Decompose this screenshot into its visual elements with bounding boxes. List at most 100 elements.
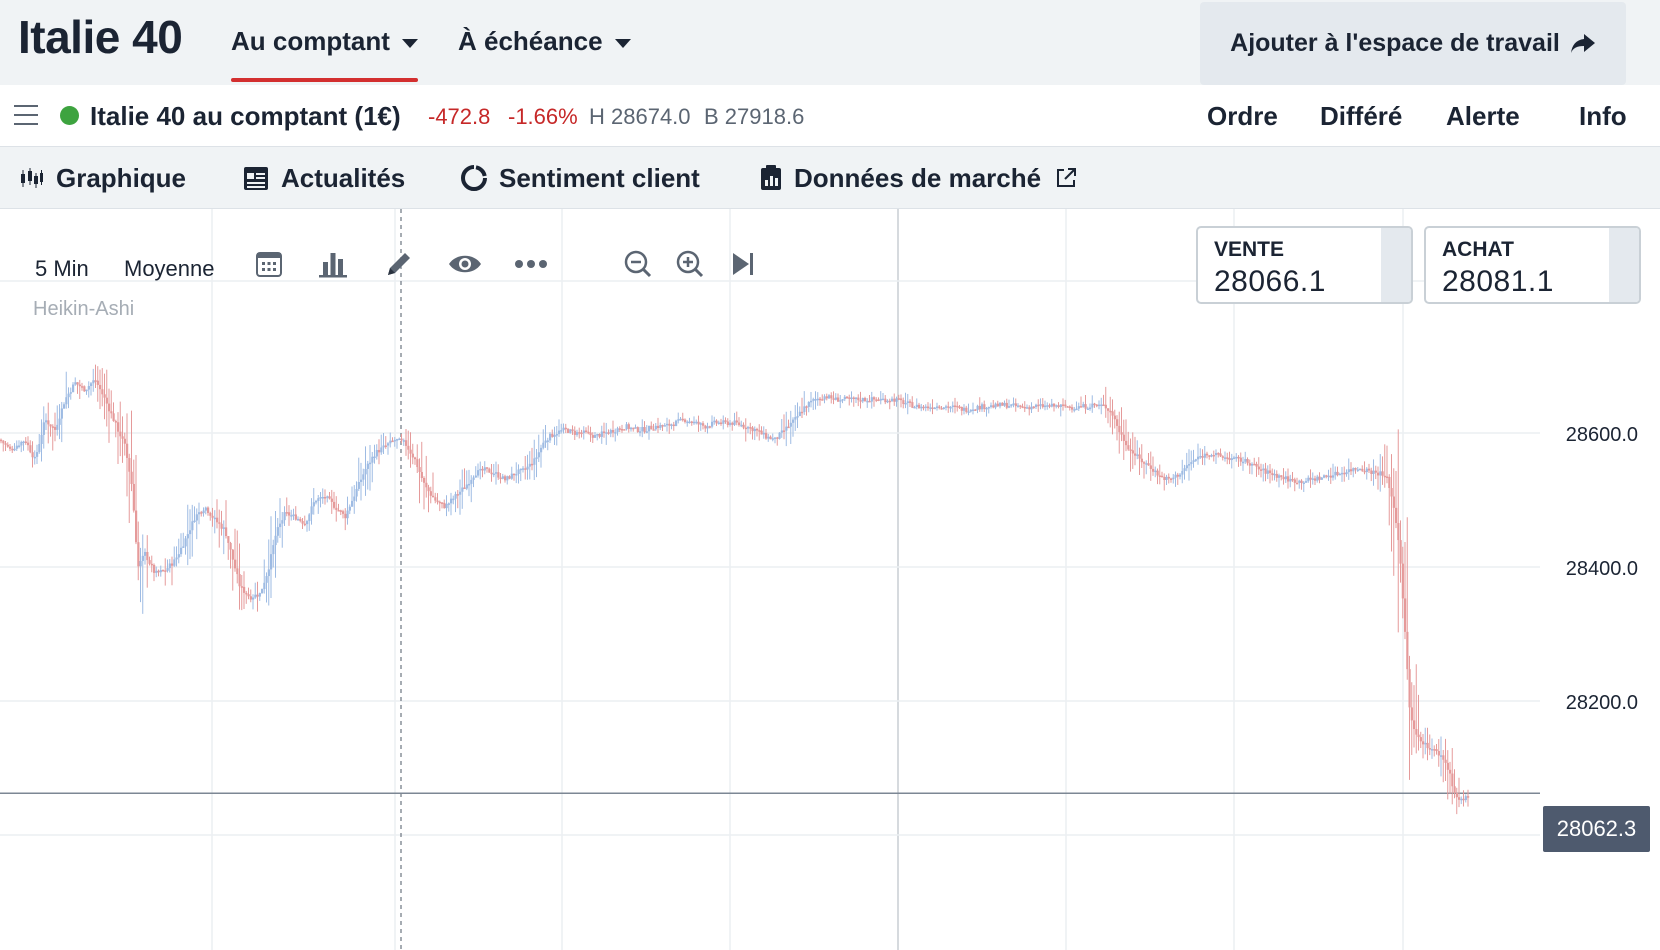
candle-body	[771, 438, 774, 440]
info-link[interactable]: Info	[1579, 101, 1627, 131]
candle-body	[166, 568, 169, 571]
candle-body	[978, 405, 981, 410]
candle-body	[477, 470, 480, 476]
candle-body	[281, 520, 284, 524]
candle-body	[1127, 445, 1130, 450]
order-link[interactable]: Ordre	[1207, 101, 1278, 131]
candle-body	[893, 398, 896, 402]
candle-body	[744, 427, 747, 430]
candle-body	[857, 397, 860, 401]
tab-sentiment-client-label: Sentiment client	[499, 162, 700, 193]
candle-body	[645, 431, 648, 433]
candle-body	[303, 523, 306, 526]
candle-body	[1460, 798, 1463, 801]
candle-body	[1336, 471, 1339, 476]
candle-body	[1455, 792, 1458, 798]
zoom-out-icon[interactable]	[620, 246, 656, 282]
candle-body	[1221, 456, 1224, 458]
candle-body	[270, 554, 273, 570]
pencil-icon[interactable]	[381, 246, 417, 282]
candle-body	[186, 534, 189, 539]
candle-body	[231, 549, 234, 560]
tab-graphique-label: Graphique	[56, 162, 187, 193]
skip-to-end-icon[interactable]	[725, 246, 761, 282]
deferred-order-link[interactable]: Différé	[1320, 101, 1403, 131]
zoom-in-icon[interactable]	[672, 246, 708, 282]
candle-body	[1001, 402, 1004, 406]
candle-body	[904, 403, 907, 405]
candle-body	[859, 400, 862, 402]
candle-body	[1266, 470, 1269, 474]
candle-body	[762, 432, 765, 435]
candle-body	[774, 437, 777, 439]
candle-body	[654, 425, 657, 430]
alert-link[interactable]: Alerte	[1446, 101, 1520, 131]
tab-a-echeance[interactable]: À échéance	[458, 26, 631, 57]
candle-body	[1039, 404, 1042, 406]
tab-actualites[interactable]: Actualités	[243, 160, 405, 196]
candle-body	[1035, 404, 1038, 408]
candle-body	[1244, 458, 1247, 462]
candle-body	[180, 547, 183, 555]
calendar-icon[interactable]	[251, 246, 287, 282]
candle-body	[123, 438, 126, 444]
candle-body	[1462, 798, 1465, 801]
candle-body	[130, 471, 133, 484]
candle-body	[1174, 474, 1177, 478]
indicator-selector[interactable]: Moyenne	[124, 256, 215, 281]
candle-body	[1417, 734, 1420, 738]
y-tick-label: 28400.0	[1566, 558, 1638, 580]
interval-selector[interactable]: 5 Min	[35, 256, 89, 281]
external-link-icon	[1057, 168, 1077, 187]
candle-body	[825, 396, 828, 399]
candle-body	[47, 420, 50, 425]
sell-button[interactable]: VENTE 28066.1	[1196, 226, 1413, 304]
candle-body	[1003, 402, 1006, 406]
page-title: Italie 40	[18, 11, 183, 63]
candle-body	[1053, 403, 1056, 407]
candle-body	[1172, 477, 1175, 480]
candle-body	[783, 430, 786, 432]
candle-body	[1044, 405, 1047, 408]
candle-body	[202, 510, 205, 514]
candle-body	[1293, 479, 1296, 483]
candle-body	[573, 430, 576, 435]
buy-button[interactable]: ACHAT 28081.1	[1424, 226, 1641, 304]
candle-body	[1383, 475, 1386, 478]
candle-body	[1316, 476, 1319, 481]
eye-icon[interactable]	[447, 246, 483, 282]
candle-body	[612, 430, 615, 433]
candle-body	[1235, 456, 1238, 459]
candle-body	[308, 514, 311, 522]
candle-body	[733, 420, 736, 425]
candle-body	[769, 436, 772, 440]
candle-body	[263, 582, 266, 590]
candle-body	[634, 427, 637, 429]
candle-body	[731, 422, 734, 425]
candle-body	[663, 425, 666, 427]
tab-actualites-label: Actualités	[281, 162, 406, 193]
candle-body	[776, 437, 779, 439]
candle-body	[735, 420, 738, 423]
candle-body	[1395, 507, 1398, 524]
candle-body	[353, 496, 356, 501]
more-icon[interactable]	[513, 246, 549, 282]
hamburger-menu-icon[interactable]	[14, 105, 38, 125]
tab-donnees-de-marche[interactable]: Données de marché	[760, 160, 1077, 196]
candle-body	[38, 443, 41, 453]
tab-au-comptant[interactable]: Au comptant	[231, 26, 418, 82]
candle-body	[927, 406, 930, 409]
add-to-workspace-button[interactable]: Ajouter à l'espace de travail	[1200, 2, 1626, 85]
candle-body	[553, 435, 556, 437]
tab-sentiment-client[interactable]: Sentiment client	[461, 160, 700, 196]
bar-chart-icon[interactable]	[315, 246, 351, 282]
candle-body	[888, 400, 891, 403]
candle-body	[884, 398, 887, 403]
candle-body	[153, 564, 156, 573]
candle-body	[1352, 468, 1355, 472]
candle-body	[441, 502, 444, 504]
candle-body	[1305, 481, 1308, 483]
tab-graphique[interactable]: Graphique	[0, 160, 217, 214]
